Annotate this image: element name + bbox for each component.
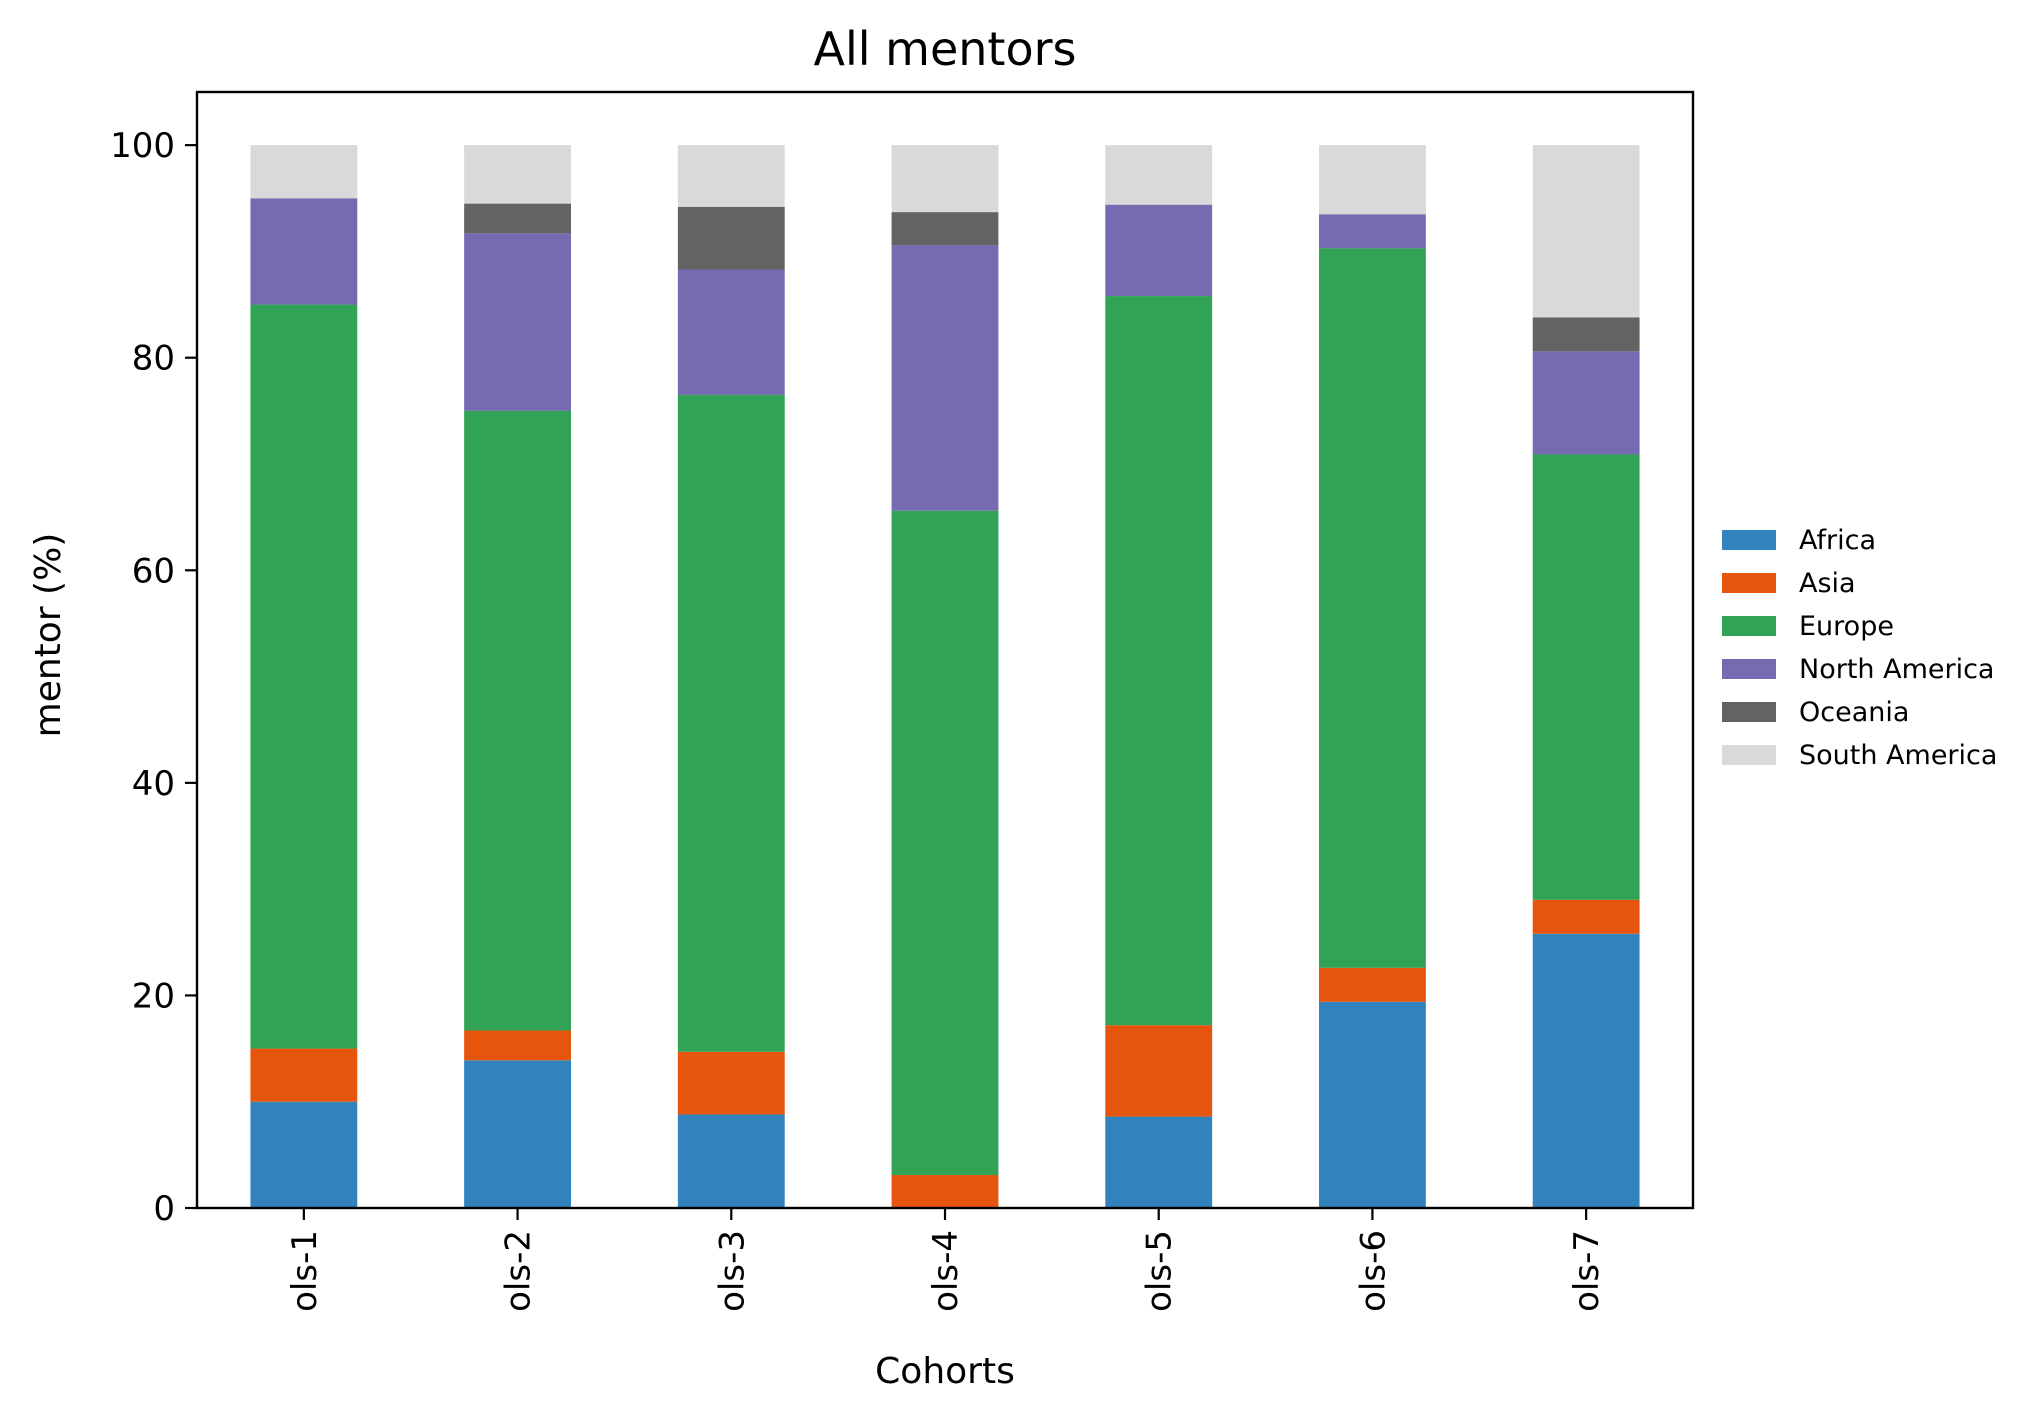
bar-ols-4-europe (891, 510, 999, 1176)
legend-label-oceania: Oceania (1799, 697, 1909, 728)
x-tick-label: ols-5 (1140, 1230, 1180, 1312)
y-tick-label: 20 (132, 976, 175, 1016)
y-tick-label: 60 (132, 551, 175, 591)
x-tick-label: ols-1 (285, 1230, 325, 1312)
bar-ols-2-europe (464, 410, 571, 1031)
y-axis-title: mentor (%) (28, 533, 69, 738)
legend-swatch-asia (1722, 573, 1776, 593)
bar-ols-6-asia (1319, 967, 1426, 1002)
y-tick-label: 40 (132, 764, 175, 804)
bar-ols-7-africa (1532, 933, 1640, 1208)
bar-ols-5-africa (1105, 1116, 1213, 1208)
bar-ols-7-north-america (1532, 351, 1640, 455)
legend-label-south-america: South America (1799, 740, 1997, 771)
bar-ols-1-europe (250, 304, 358, 1049)
y-tick-label: 100 (110, 126, 175, 166)
legend-swatch-europe (1722, 616, 1776, 636)
legend-label-europe: Europe (1799, 611, 1894, 642)
legend-swatch-south-america (1722, 745, 1776, 765)
bar-ols-3-south-america (677, 145, 785, 207)
bar-ols-4-oceania (891, 212, 999, 246)
legend-label-north-america: North America (1799, 654, 1994, 685)
x-tick-label: ols-7 (1567, 1230, 1607, 1312)
bar-ols-3-asia (677, 1051, 785, 1115)
bar-ols-4-north-america (891, 245, 999, 511)
x-tick-label: ols-4 (926, 1230, 966, 1312)
x-tick-label: ols-3 (712, 1230, 752, 1312)
bar-ols-4-asia (891, 1175, 999, 1208)
bar-ols-3-oceania (677, 206, 785, 270)
legend-label-asia: Asia (1799, 568, 1856, 599)
bar-ols-1-north-america (250, 198, 358, 305)
bar-ols-4-south-america (891, 145, 999, 213)
bar-ols-6-africa (1319, 1001, 1426, 1208)
bar-ols-2-asia (464, 1030, 571, 1061)
bar-ols-5-asia (1105, 1025, 1213, 1117)
plot-area: 0 20 40 60 80 100 ols-1 ols-2 ols-3 ols-4 ols-5 ols… (110, 90, 1695, 1312)
bar-ols-7-south-america (1532, 145, 1640, 318)
bar-ols-2-oceania (464, 203, 571, 234)
bar-ols-1-south-america (250, 145, 358, 199)
bar-ols-2-north-america (464, 233, 571, 411)
bar-ols-3-africa (677, 1114, 785, 1208)
x-axis-title: Cohorts (875, 1351, 1015, 1392)
bar-ols-6-south-america (1319, 145, 1426, 215)
bar-ols-1-asia (250, 1048, 358, 1102)
bar-ols-5-north-america (1105, 204, 1213, 297)
legend-swatch-africa (1722, 530, 1776, 550)
bar-ols-5-south-america (1105, 145, 1213, 205)
bar-ols-2-africa (464, 1060, 571, 1208)
bar-ols-1-africa (250, 1101, 358, 1208)
bar-ols-6-north-america (1319, 214, 1426, 249)
bar-ols-7-asia (1532, 899, 1640, 934)
bar-ols-3-north-america (677, 269, 785, 395)
y-tick-label: 0 (153, 1189, 175, 1229)
x-tick-label: ols-2 (499, 1230, 539, 1312)
bar-ols-2-south-america (464, 145, 571, 204)
legend-swatch-oceania (1722, 702, 1776, 722)
bar-ols-3-europe (677, 394, 785, 1052)
x-tick-label: ols-6 (1353, 1230, 1393, 1312)
bar-ols-7-europe (1532, 454, 1640, 900)
bar-ols-6-europe (1319, 248, 1426, 968)
legend: Africa Asia Europe North America Oceania Sout… (1722, 525, 1997, 771)
bar-ols-5-europe (1105, 296, 1213, 1026)
y-tick-label: 80 (132, 339, 175, 379)
legend-label-africa: Africa (1799, 525, 1876, 556)
chart-title: All mentors (814, 22, 1077, 76)
legend-swatch-north-america (1722, 659, 1776, 679)
bar-ols-7-oceania (1532, 317, 1640, 352)
